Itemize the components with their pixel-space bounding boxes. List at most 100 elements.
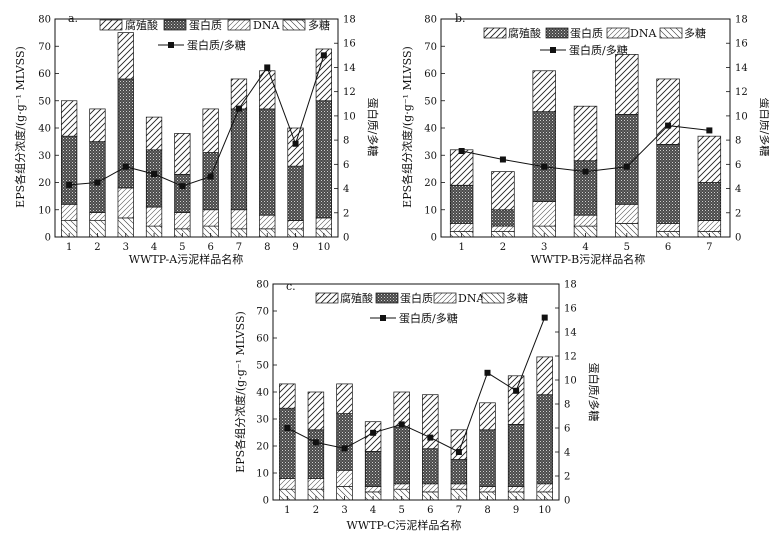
ratio-line bbox=[287, 317, 546, 453]
ratio-point-7 bbox=[706, 127, 713, 134]
x-tick-label: 3 bbox=[341, 505, 347, 516]
x-tick-label: 2 bbox=[500, 242, 506, 253]
x-axis-title: WWTP-B污泥样品名称 bbox=[531, 252, 646, 266]
bar-protein-6 bbox=[656, 144, 680, 224]
legend-swatch-poly bbox=[282, 19, 306, 31]
bar-humic-acid-6 bbox=[422, 394, 439, 450]
x-tick-label: 7 bbox=[456, 505, 462, 516]
x-tick-label: 7 bbox=[236, 242, 242, 253]
bar-protein-5 bbox=[393, 426, 410, 485]
ratio-point-4 bbox=[582, 168, 589, 175]
legend-label-poly: 多糖 bbox=[684, 26, 706, 40]
x-tick-label: 10 bbox=[317, 242, 330, 253]
bar-dna-8 bbox=[479, 486, 496, 493]
bar-humic-acid-3 bbox=[117, 32, 134, 80]
y2-tick-label: 2 bbox=[343, 208, 349, 219]
y2-tick-label: 2 bbox=[735, 208, 741, 219]
y2-axis-title: 蛋白质/多糖 bbox=[587, 363, 601, 422]
y-axis-title: EPS各组分浓度/(g·g⁻¹ MLVSS) bbox=[233, 311, 247, 473]
y-tick-label: 20 bbox=[256, 442, 269, 453]
bar-protein-9 bbox=[287, 165, 304, 221]
bar-dna-6 bbox=[202, 209, 219, 227]
legend-swatch-protein bbox=[545, 27, 569, 39]
y-tick-label: 20 bbox=[38, 178, 51, 189]
bar-humic-acid-2 bbox=[89, 108, 106, 142]
legend-label-protein: 蛋白质 bbox=[189, 18, 222, 32]
bar-protein-2 bbox=[89, 141, 106, 213]
bar-dna-4 bbox=[145, 206, 163, 227]
bar-humic-acid-4 bbox=[145, 116, 163, 151]
bar-humic-acid-4 bbox=[573, 105, 598, 162]
legend-label-protein: 蛋白质 bbox=[400, 291, 433, 305]
bar-dna-8 bbox=[259, 214, 276, 230]
y2-tick-label: 18 bbox=[735, 15, 748, 26]
y2-tick-label: 10 bbox=[564, 376, 577, 387]
bar-dna-9 bbox=[507, 486, 525, 493]
bar-dna-1 bbox=[279, 478, 296, 490]
ratio-point-7 bbox=[235, 105, 242, 112]
y-axis-title: EPS各组分浓度/(g·g⁻¹ MLVSS) bbox=[13, 46, 27, 208]
bar-humic-acid-4 bbox=[364, 421, 382, 452]
chart-panel-a: a. WWTP-A污泥样品名称 EPS各组分浓度/(g·g⁻¹ MLVSS) 蛋… bbox=[13, 12, 380, 266]
x-tick-label: 5 bbox=[624, 242, 630, 253]
bar-protein-8 bbox=[259, 108, 276, 216]
bar-dna-3 bbox=[117, 187, 134, 219]
x-tick-label: 3 bbox=[123, 242, 129, 253]
ratio-point-4 bbox=[151, 171, 158, 178]
y-tick-label: 40 bbox=[256, 388, 269, 399]
y2-tick-label: 4 bbox=[735, 184, 741, 195]
bar-humic-acid-1 bbox=[449, 149, 474, 186]
legend-label-ratio: 蛋白质/多糖 bbox=[569, 43, 628, 57]
bar-humic-acid-10 bbox=[536, 356, 553, 396]
legend-swatch-dna bbox=[606, 27, 630, 39]
legend-swatch-poly bbox=[481, 292, 505, 304]
y-tick-label: 0 bbox=[263, 496, 269, 507]
bar-dna-1 bbox=[61, 203, 78, 222]
bar-protein-10 bbox=[315, 100, 332, 219]
y-tick-label: 10 bbox=[256, 469, 269, 480]
bar-dna-4 bbox=[364, 486, 382, 493]
y2-tick-label: 6 bbox=[564, 424, 570, 435]
bar-protein-9 bbox=[507, 424, 525, 487]
ratio-point-5 bbox=[623, 163, 630, 170]
bar-humic-acid-8 bbox=[259, 70, 276, 110]
y-tick-label: 40 bbox=[38, 124, 51, 135]
bar-dna-7 bbox=[697, 220, 722, 232]
legend-label-humic: 腐殖酸 bbox=[125, 18, 158, 32]
legend-swatch-protein bbox=[375, 292, 399, 304]
x-tick-label: 1 bbox=[66, 242, 72, 253]
y2-tick-label: 10 bbox=[343, 111, 356, 122]
legend-label-dna: DNA bbox=[630, 27, 657, 40]
ratio-point-6 bbox=[665, 122, 672, 129]
legend-marker bbox=[380, 315, 386, 321]
bar-dna-6 bbox=[422, 483, 439, 493]
legend-swatch-humic bbox=[483, 27, 507, 39]
y-tick-label: 30 bbox=[256, 415, 269, 426]
ratio-point-2 bbox=[312, 439, 319, 446]
x-tick-label: 6 bbox=[427, 505, 433, 516]
y2-axis-title: 蛋白质/多糖 bbox=[366, 98, 380, 157]
legend-label-humic: 腐殖酸 bbox=[340, 291, 373, 305]
y2-tick-label: 2 bbox=[564, 472, 570, 483]
legend-label-dna: DNA bbox=[253, 19, 280, 32]
legend-swatch-humic bbox=[315, 292, 339, 304]
ratio-point-5 bbox=[398, 421, 405, 428]
ratio-point-3 bbox=[122, 163, 129, 170]
x-tick-label: 4 bbox=[151, 242, 157, 253]
bar-protein-3 bbox=[336, 413, 353, 471]
ratio-point-3 bbox=[341, 445, 348, 452]
bar-humic-acid-3 bbox=[336, 383, 353, 414]
bar-protein-2 bbox=[491, 209, 515, 227]
bar-protein-1 bbox=[61, 135, 78, 205]
y-tick-label: 0 bbox=[45, 233, 51, 244]
x-tick-label: 1 bbox=[284, 505, 290, 516]
y2-tick-label: 12 bbox=[564, 352, 577, 363]
y-tick-label: 80 bbox=[256, 280, 269, 291]
ratio-point-3 bbox=[541, 163, 548, 170]
bar-dna-3 bbox=[336, 469, 353, 487]
bar-protein-10 bbox=[536, 394, 553, 485]
bar-dna-9 bbox=[287, 220, 304, 230]
bar-humic-acid-7 bbox=[450, 429, 468, 460]
bar-humic-acid-9 bbox=[507, 375, 525, 425]
ratio-point-6 bbox=[427, 434, 434, 441]
